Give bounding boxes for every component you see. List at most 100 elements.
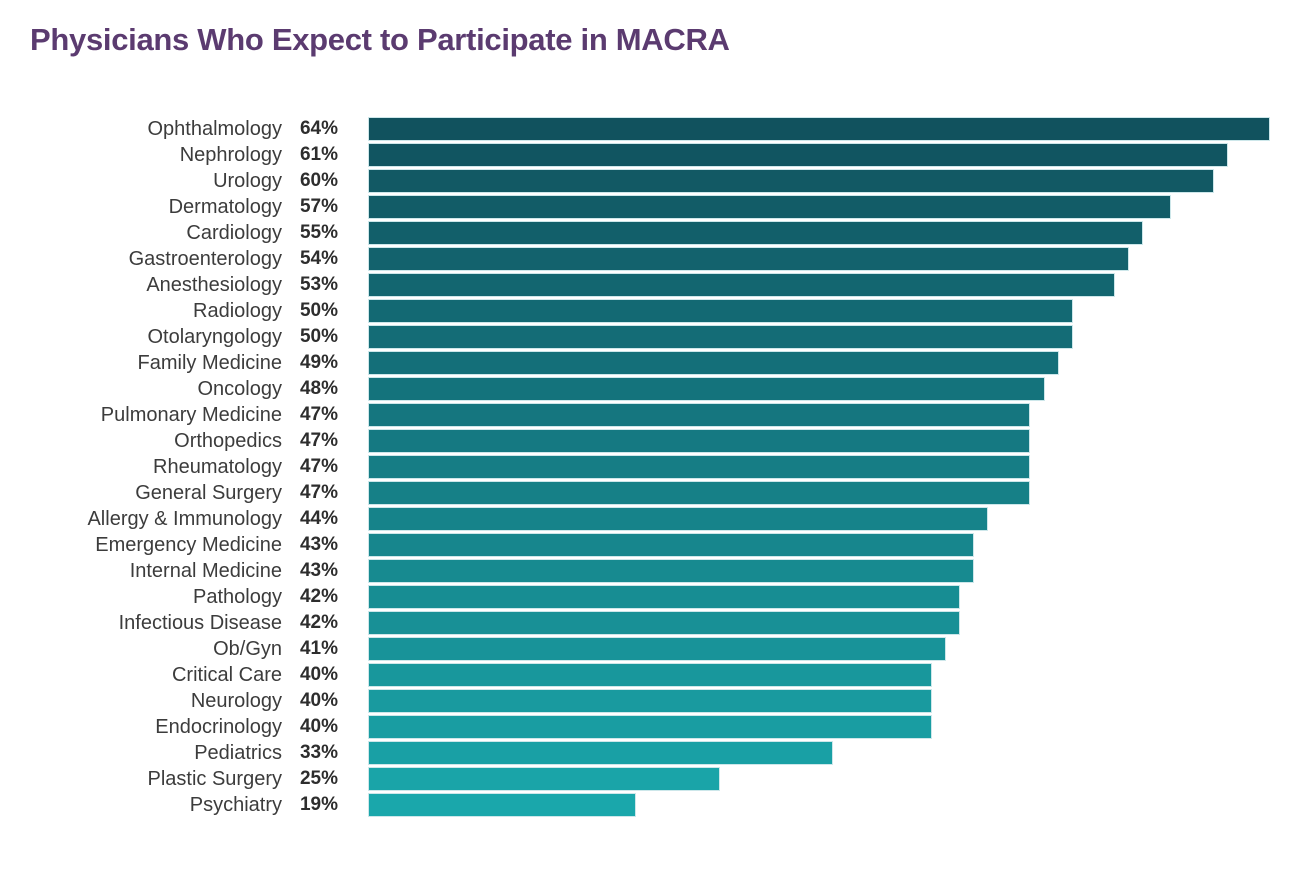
bar	[368, 559, 975, 583]
chart-row: Oncology 48%	[0, 376, 1290, 402]
chart-row: Neurology 40%	[0, 688, 1290, 714]
category-label: Rheumatology	[153, 456, 282, 478]
category-label: Ophthalmology	[147, 118, 282, 140]
value-label: 64%	[299, 118, 339, 139]
category-label: Critical Care	[171, 664, 282, 686]
category-label: Pulmonary Medicine	[100, 404, 282, 426]
category-label: Anesthesiology	[146, 274, 282, 296]
bar-cell	[368, 662, 1290, 688]
bar	[368, 767, 721, 791]
chart-title: Physicians Who Expect to Participate in …	[30, 22, 730, 57]
bar	[368, 377, 1045, 401]
category-label: General Surgery	[135, 482, 282, 504]
bar-cell	[368, 402, 1290, 428]
category-label: Emergency Medicine	[95, 534, 282, 556]
bar	[368, 663, 932, 687]
bar-cell	[368, 324, 1290, 350]
bar-cell	[368, 194, 1290, 220]
category-label: Dermatology	[168, 196, 282, 218]
value-label: 61%	[299, 144, 339, 165]
category-label: Orthopedics	[174, 430, 282, 452]
bar	[368, 637, 946, 661]
value-label: 47%	[299, 456, 339, 477]
category-label: Pathology	[193, 586, 282, 608]
category-label: Plastic Surgery	[147, 768, 283, 790]
bar	[368, 299, 1073, 323]
bar-cell	[368, 376, 1290, 402]
bar	[368, 611, 960, 635]
chart-row: Emergency Medicine 43%	[0, 532, 1290, 558]
value-label: 25%	[299, 768, 339, 789]
chart-row: Pathology 42%	[0, 584, 1290, 610]
bar	[368, 273, 1115, 297]
bar-chart: Ophthalmology 64% Nephrology 61% Urology 60% D…	[0, 116, 1290, 818]
value-label: 47%	[299, 430, 339, 451]
chart-row: Orthopedics 47%	[0, 428, 1290, 454]
chart-row: Pulmonary Medicine 47%	[0, 402, 1290, 428]
value-label: 40%	[299, 716, 339, 737]
bar	[368, 351, 1059, 375]
chart-row: Ob/Gyn 41%	[0, 636, 1290, 662]
category-label: Ob/Gyn	[213, 638, 282, 660]
bar-cell	[368, 220, 1290, 246]
bar	[368, 481, 1031, 505]
chart-row: Dermatology 57%	[0, 194, 1290, 220]
bar-cell	[368, 480, 1290, 506]
bar-cell	[368, 558, 1290, 584]
bar-cell	[368, 532, 1290, 558]
value-label: 49%	[299, 352, 339, 373]
bar	[368, 325, 1073, 349]
chart-row: Rheumatology 47%	[0, 454, 1290, 480]
value-label: 50%	[299, 300, 339, 321]
category-label: Endocrinology	[155, 716, 282, 738]
category-label: Pediatrics	[194, 742, 282, 764]
bar-cell	[368, 688, 1290, 714]
bar-cell	[368, 142, 1290, 168]
bar-cell	[368, 246, 1290, 272]
bar	[368, 429, 1031, 453]
bar	[368, 585, 960, 609]
value-label: 42%	[299, 612, 339, 633]
chart-row: Cardiology 55%	[0, 220, 1290, 246]
bar	[368, 507, 989, 531]
value-label: 44%	[299, 508, 339, 529]
bar	[368, 533, 975, 557]
bar	[368, 143, 1228, 167]
value-label: 53%	[299, 274, 339, 295]
value-label: 60%	[299, 170, 339, 191]
value-label: 43%	[299, 560, 339, 581]
bar-cell	[368, 766, 1290, 792]
bar-cell	[368, 168, 1290, 194]
chart-row: Pediatrics 33%	[0, 740, 1290, 766]
chart-row: Internal Medicine 43%	[0, 558, 1290, 584]
bar-cell	[368, 298, 1290, 324]
category-label: Neurology	[190, 690, 282, 712]
bar-cell	[368, 350, 1290, 376]
chart-row: General Surgery 47%	[0, 480, 1290, 506]
bar-cell	[368, 610, 1290, 636]
chart-row: Plastic Surgery 25%	[0, 766, 1290, 792]
category-label: Family Medicine	[137, 352, 282, 374]
bar-cell	[368, 740, 1290, 766]
bar-cell	[368, 272, 1290, 298]
category-label: Otolaryngology	[147, 326, 282, 348]
value-label: 55%	[299, 222, 339, 243]
chart-row: Critical Care 40%	[0, 662, 1290, 688]
bar-cell	[368, 636, 1290, 662]
chart-row: Family Medicine 49%	[0, 350, 1290, 376]
category-label: Psychiatry	[189, 794, 282, 816]
chart-row: Infectious Disease 42%	[0, 610, 1290, 636]
bar-cell	[368, 714, 1290, 740]
chart-row: Psychiatry 19%	[0, 792, 1290, 818]
bar-cell	[368, 454, 1290, 480]
chart-row: Urology 60%	[0, 168, 1290, 194]
chart-row: Gastroenterology 54%	[0, 246, 1290, 272]
value-label: 54%	[299, 248, 339, 269]
bar	[368, 403, 1031, 427]
category-label: Nephrology	[179, 144, 282, 166]
bar-cell	[368, 506, 1290, 532]
chart-row: Ophthalmology 64%	[0, 116, 1290, 142]
bar-cell	[368, 116, 1290, 142]
value-label: 19%	[299, 794, 339, 815]
